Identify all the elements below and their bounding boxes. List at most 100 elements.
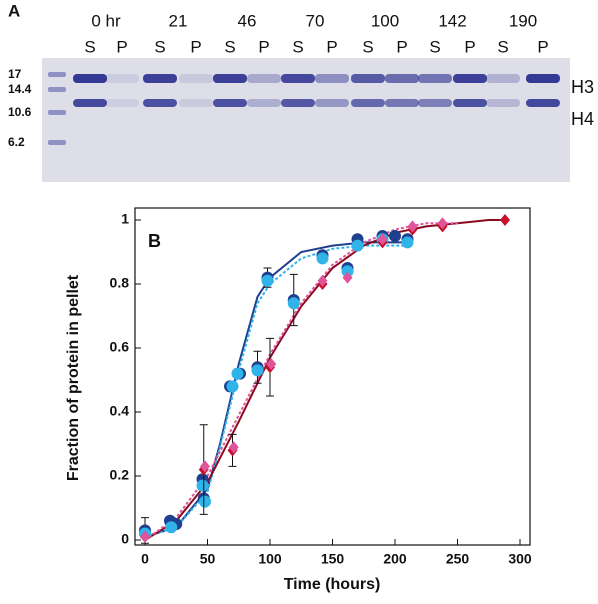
band-h4 <box>213 99 247 107</box>
fit-curve <box>144 241 408 538</box>
x-tick-label: 100 <box>258 551 282 567</box>
band-h3 <box>179 74 213 83</box>
band-h3 <box>486 74 520 83</box>
x-tick-label: 200 <box>383 551 407 567</box>
lane-time: 70 <box>306 11 325 30</box>
band-h3 <box>385 74 419 83</box>
marker-label: 17 <box>8 67 22 81</box>
lane-p: P <box>537 37 548 56</box>
band-h4 <box>247 99 281 107</box>
band-label: H3 <box>571 77 594 97</box>
band-h4 <box>486 99 520 107</box>
lane-s: S <box>292 37 303 56</box>
band-h3 <box>281 74 315 83</box>
data-point <box>226 380 239 393</box>
band-h3 <box>143 74 177 83</box>
data-point <box>140 530 150 543</box>
band-h4 <box>351 99 385 107</box>
fit-curve <box>144 244 408 538</box>
data-point <box>407 220 418 233</box>
y-tick-label: 0.6 <box>110 339 130 355</box>
lane-time: 142 <box>438 11 466 30</box>
data-point <box>196 479 209 492</box>
data-point <box>316 252 329 265</box>
x-tick-label: 300 <box>508 551 532 567</box>
band-h4 <box>105 99 139 107</box>
data-point <box>500 214 510 226</box>
band-h4 <box>143 99 177 107</box>
x-axis-label: Time (hours) <box>284 576 381 593</box>
band-h3 <box>418 74 452 83</box>
data-point <box>342 271 353 284</box>
data-point <box>351 239 364 252</box>
band-h4 <box>315 99 349 107</box>
lane-p: P <box>116 37 127 56</box>
marker-band <box>48 87 66 92</box>
band-h3 <box>73 74 107 83</box>
lane-p: P <box>190 37 201 56</box>
lane-time: 100 <box>371 11 399 30</box>
panel-label: B <box>148 231 161 251</box>
lane-s: S <box>224 37 235 56</box>
y-tick-label: 0.8 <box>110 275 130 291</box>
data-point <box>437 217 448 230</box>
marker-label: 10.6 <box>8 105 32 119</box>
lane-s: S <box>84 37 95 56</box>
band-h3 <box>213 74 247 83</box>
lane-p: P <box>464 37 475 56</box>
lane-s: S <box>497 37 508 56</box>
band-h4 <box>453 99 487 107</box>
y-tick-label: 1 <box>121 211 129 227</box>
data-point <box>231 367 244 380</box>
data-point <box>251 364 264 377</box>
data-point <box>377 233 388 246</box>
lane-s: S <box>362 37 373 56</box>
lane-time: 21 <box>169 11 188 30</box>
marker-label: 14.4 <box>8 82 32 96</box>
lane-p: P <box>258 37 269 56</box>
y-tick-label: 0.4 <box>110 403 130 419</box>
data-point <box>228 441 239 454</box>
marker-band <box>48 140 66 145</box>
band-h4 <box>281 99 315 107</box>
lane-p: P <box>396 37 407 56</box>
panel-label: A <box>8 1 20 20</box>
lane-s: S <box>154 37 165 56</box>
lane-p: P <box>326 37 337 56</box>
data-point <box>401 236 414 249</box>
marker-band <box>48 110 66 115</box>
x-tick-label: 150 <box>321 551 345 567</box>
x-tick-label: 0 <box>141 551 149 567</box>
band-h4 <box>418 99 452 107</box>
band-h3 <box>105 74 139 83</box>
data-point <box>341 265 354 278</box>
band-h3 <box>315 74 349 83</box>
fit-curve <box>144 219 508 541</box>
fit-curve <box>144 222 458 541</box>
band-h4 <box>385 99 419 107</box>
data-point <box>389 230 401 242</box>
band-h4 <box>73 99 107 107</box>
y-tick-label: 0 <box>121 531 129 547</box>
band-h3 <box>453 74 487 83</box>
data-point <box>261 274 274 287</box>
band-h4 <box>179 99 213 107</box>
band-h3 <box>351 74 385 83</box>
band-label: H4 <box>571 109 594 129</box>
y-axis-label: Fraction of protein in pellet <box>65 274 82 481</box>
data-point <box>165 521 178 534</box>
data-point <box>200 460 210 473</box>
marker-band <box>48 72 66 77</box>
lane-s: S <box>429 37 440 56</box>
band-h4 <box>526 99 560 107</box>
data-point <box>199 495 211 508</box>
marker-label: 6.2 <box>8 135 25 149</box>
x-tick-label: 250 <box>446 551 470 567</box>
lane-time: 190 <box>509 11 537 30</box>
data-point <box>266 358 277 370</box>
data-point <box>317 274 328 287</box>
band-h3 <box>526 74 560 83</box>
lane-time: 46 <box>238 11 257 30</box>
x-tick-label: 50 <box>200 551 216 567</box>
